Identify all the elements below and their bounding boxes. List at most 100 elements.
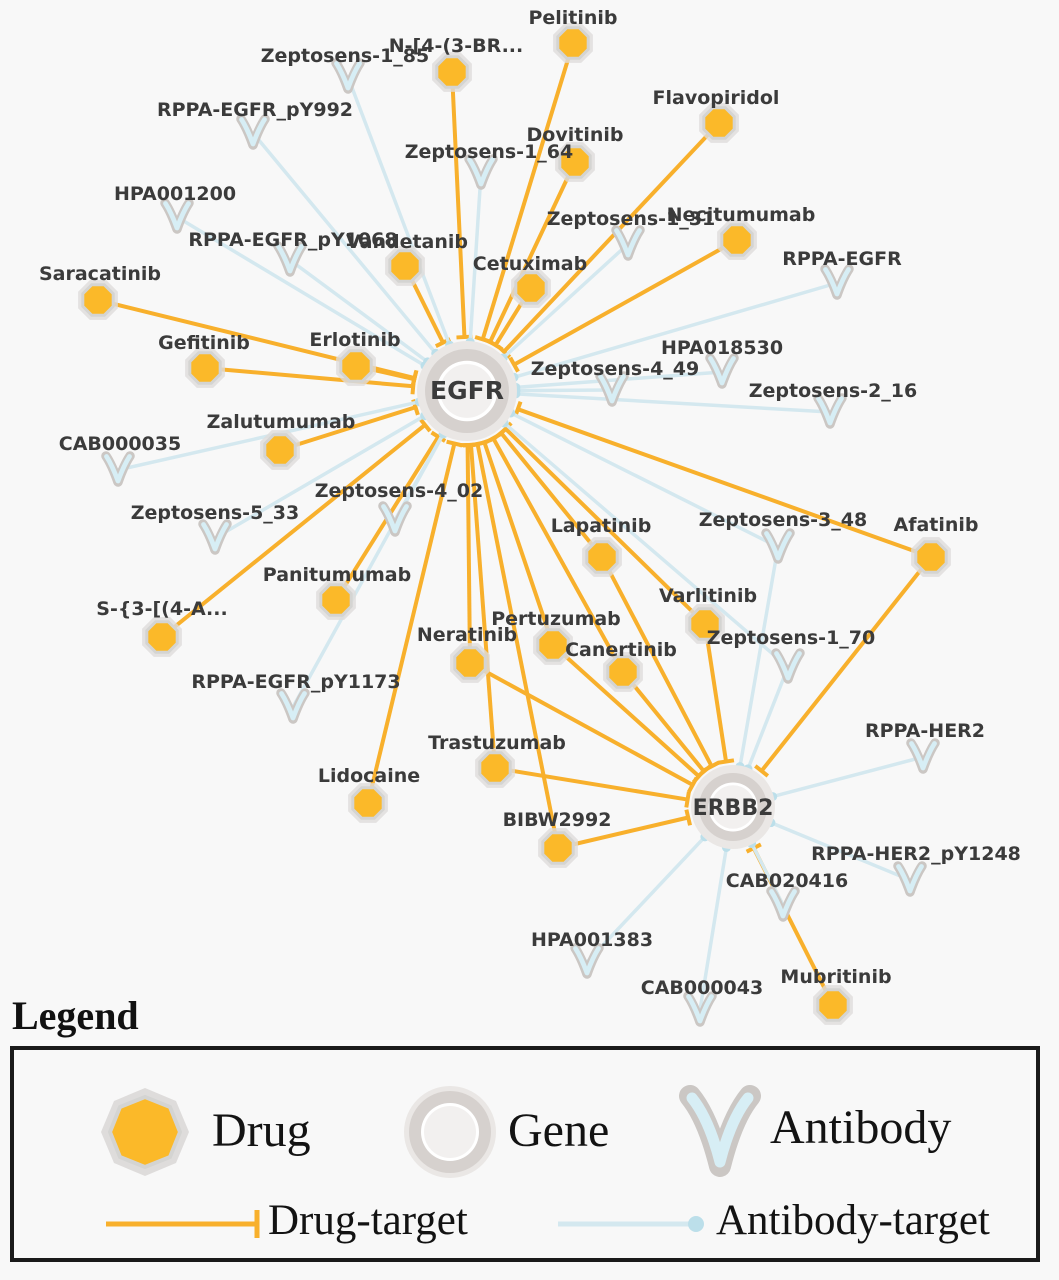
edge-varlitinib-egfr xyxy=(504,427,707,626)
node-label-rppa-egfr-py1068: RPPA-EGFR_pY1068 xyxy=(188,229,397,251)
edge-zeptosens-1-70-egfr xyxy=(503,421,790,669)
antibody-chevron-icon xyxy=(909,741,937,771)
node-label-zeptosens-1-70: Zeptosens-1_70 xyxy=(707,627,875,649)
antibody-node-zeptosens-4-49[interactable] xyxy=(595,371,629,407)
antibody-node-zeptosens-1-64[interactable] xyxy=(464,154,498,190)
antibody-node-rppa-egfr-py1173[interactable] xyxy=(276,688,310,724)
gene-node-egfr[interactable]: EGFR xyxy=(417,341,517,441)
node-label-hpa018530: HPA018530 xyxy=(661,337,783,359)
edge-s-3-4-a-egfr xyxy=(160,423,427,639)
edge-gefitinib-egfr xyxy=(204,366,414,389)
edge-pertuzumab-egfr xyxy=(482,441,555,646)
edge-lidocaine-egfr xyxy=(366,443,457,804)
antibody-node-rppa-egfr-py992[interactable] xyxy=(236,114,270,150)
drug-node-lapatinib[interactable] xyxy=(582,537,622,577)
edge-canertinib-erbb2 xyxy=(621,670,706,773)
drug-node-trastuzumab[interactable] xyxy=(475,748,515,788)
antibody-node-zeptosens-1-85[interactable] xyxy=(331,58,365,94)
drug-octagon-icon xyxy=(558,145,592,179)
node-label-afatinib: Afatinib xyxy=(893,514,978,536)
antibody-node-zeptosens-1-70[interactable] xyxy=(771,648,805,684)
edge-afatinib-erbb2 xyxy=(759,555,933,773)
drug-octagon-icon xyxy=(339,349,373,383)
drug-node-zalutumumab[interactable] xyxy=(260,430,300,470)
drug-node-neratinib[interactable] xyxy=(450,643,490,683)
edge-n-4-3-br-egfr xyxy=(450,71,467,338)
node-label-pelitinib: Pelitinib xyxy=(528,7,617,29)
antibody-chevron-icon xyxy=(201,522,229,552)
antibody-node-rppa-her2[interactable] xyxy=(906,738,940,774)
drug-node-varlitinib[interactable] xyxy=(685,604,725,644)
edge-zeptosens-1-85-egfr xyxy=(346,76,452,346)
edge-trastuzumab-egfr xyxy=(469,444,497,769)
antibody-chevron-icon xyxy=(614,228,642,258)
node-label-hpa001383: HPA001383 xyxy=(531,929,653,951)
antibody-legend-icon xyxy=(679,1085,761,1177)
node-label-gefitinib: Gefitinib xyxy=(158,332,250,354)
node-label-zeptosens-1-85: Zeptosens-1_85 xyxy=(261,45,429,67)
antibody-node-zeptosens-3-48[interactable] xyxy=(761,528,795,564)
node-label-s-3-4-a: S-{3-[(4-A... xyxy=(96,598,227,620)
antibody-node-zeptosens-5-33[interactable] xyxy=(198,519,232,555)
edge-trastuzumab-erbb2 xyxy=(494,766,688,802)
drug-node-bibw2992[interactable] xyxy=(538,828,578,868)
node-label-zeptosens-4-49: Zeptosens-4_49 xyxy=(531,358,699,380)
drug-legend-label: Drug xyxy=(212,1104,311,1157)
edge-flavopiridol-egfr xyxy=(502,121,721,354)
drug-node-gefitinib[interactable] xyxy=(185,348,225,388)
antibody-chevron-icon xyxy=(279,691,307,721)
antibody-target-legend-label: Antibody-target xyxy=(716,1197,990,1244)
node-label-pertuzumab: Pertuzumab xyxy=(491,608,621,630)
antibody-node-rppa-egfr[interactable] xyxy=(820,264,854,300)
node-label-zeptosens-3-48: Zeptosens-3_48 xyxy=(699,509,867,531)
drug-octagon-icon xyxy=(606,655,640,689)
drug-octagon-icon xyxy=(351,786,385,820)
edge-pelitinib-egfr xyxy=(480,42,575,340)
node-label-erlotinib: Erlotinib xyxy=(309,329,400,351)
antibody-node-zeptosens-1-31[interactable] xyxy=(611,225,645,261)
inhibition-tee-icon xyxy=(485,432,502,444)
edge-dovitinib-egfr xyxy=(488,161,577,344)
antibody-node-cab000035[interactable] xyxy=(101,451,135,487)
edge-zeptosens-1-31-egfr xyxy=(502,242,630,360)
antibody-node-rppa-her2-py1248[interactable] xyxy=(893,861,927,897)
antibody-node-cab000043[interactable] xyxy=(683,991,717,1027)
drug-node-erlotinib[interactable] xyxy=(336,346,376,386)
antibody-chevron-icon xyxy=(334,61,362,91)
node-label-rppa-her2: RPPA-HER2 xyxy=(865,720,985,742)
drug-node-n-4-3-br[interactable] xyxy=(432,52,472,92)
antibody-node-cab020416[interactable] xyxy=(766,886,800,922)
drug-node-canertinib[interactable] xyxy=(603,652,643,692)
drug-node-lidocaine[interactable] xyxy=(348,783,388,823)
edge-bibw2992-erbb2 xyxy=(557,815,689,850)
drug-node-vandetanib[interactable] xyxy=(385,246,425,286)
antibody-node-zeptosens-4-02[interactable] xyxy=(378,501,412,537)
antibody-chevron-icon xyxy=(686,994,714,1024)
antibody-node-zeptosens-2-16[interactable] xyxy=(813,393,847,429)
node-label-cab000035: CAB000035 xyxy=(59,433,181,455)
antibody-node-rppa-egfr-py1068[interactable] xyxy=(273,241,307,277)
drug-node-s-3-4-a[interactable] xyxy=(142,617,182,657)
gene-label: ERBB2 xyxy=(693,796,774,821)
drug-node-afatinib[interactable] xyxy=(911,537,951,577)
drug-node-necitumumab[interactable] xyxy=(717,220,757,260)
node-label-zeptosens-4-02: Zeptosens-4_02 xyxy=(315,480,483,502)
antibody-chevron-icon xyxy=(708,356,736,386)
antibody-node-hpa001200[interactable] xyxy=(160,198,194,234)
gene-node-erbb2[interactable]: ERBB2 xyxy=(691,765,775,849)
node-label-panitumumab: Panitumumab xyxy=(263,564,411,586)
node-label-lidocaine: Lidocaine xyxy=(318,765,420,787)
drug-node-saracatinib[interactable] xyxy=(78,280,118,320)
drug-node-pelitinib[interactable] xyxy=(553,23,593,63)
drug-octagon-icon xyxy=(816,988,850,1022)
antibody-node-hpa001383[interactable] xyxy=(570,943,604,979)
drug-node-mubritinib[interactable] xyxy=(813,985,853,1025)
drug-node-pertuzumab[interactable] xyxy=(533,625,573,665)
drug-node-dovitinib[interactable] xyxy=(555,142,595,182)
drug-node-cetuximab[interactable] xyxy=(511,268,551,308)
antibody-node-hpa018530[interactable] xyxy=(705,353,739,389)
drug-node-flavopiridol[interactable] xyxy=(699,103,739,143)
drug-node-panitumumab[interactable] xyxy=(316,580,356,620)
drug-octagon-icon xyxy=(536,628,570,662)
